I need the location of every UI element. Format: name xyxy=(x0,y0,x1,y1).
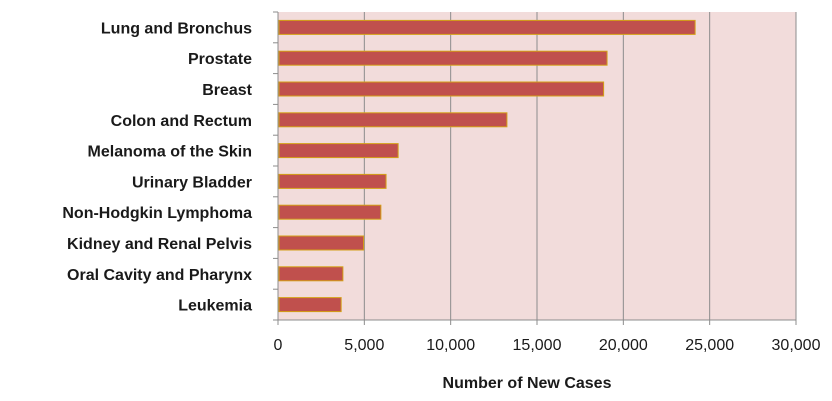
bar xyxy=(278,112,508,128)
x-tick-label: 10,000 xyxy=(426,337,475,354)
x-tick-label: 30,000 xyxy=(772,337,821,354)
category-label: Melanoma of the Skin xyxy=(88,144,252,161)
x-tick-label: 20,000 xyxy=(599,337,648,354)
bar xyxy=(278,81,605,97)
category-label: Non-Hodgkin Lymphoma xyxy=(62,205,252,222)
bar xyxy=(278,235,365,251)
x-axis-title: Number of New Cases xyxy=(443,375,612,392)
axes xyxy=(273,11,796,321)
category-label: Colon and Rectum xyxy=(111,113,252,130)
x-tick-labels: 0 5,000 10,000 15,000 20,000 25,000 30,000 xyxy=(274,337,821,354)
category-label: Oral Cavity and Pharynx xyxy=(67,267,252,284)
category-labels: Lung and Bronchus Prostate Breast Colon and… xyxy=(62,20,252,314)
bars xyxy=(278,19,696,313)
bar xyxy=(278,50,608,66)
x-tick-label: 15,000 xyxy=(513,337,562,354)
bar xyxy=(278,204,382,220)
category-label: Breast xyxy=(202,82,252,99)
bar xyxy=(278,266,344,282)
bar xyxy=(278,143,399,159)
x-tick-label: 0 xyxy=(274,337,283,354)
category-label: Leukemia xyxy=(178,298,252,315)
category-label: Kidney and Renal Pelvis xyxy=(67,236,252,253)
x-tick-label: 25,000 xyxy=(685,337,734,354)
bar xyxy=(278,297,342,313)
category-label: Prostate xyxy=(188,51,252,68)
category-label: Lung and Bronchus xyxy=(101,20,252,37)
x-tick-label: 5,000 xyxy=(344,337,384,354)
bar xyxy=(278,173,387,189)
category-label: Urinary Bladder xyxy=(132,174,252,191)
bar xyxy=(278,19,696,35)
